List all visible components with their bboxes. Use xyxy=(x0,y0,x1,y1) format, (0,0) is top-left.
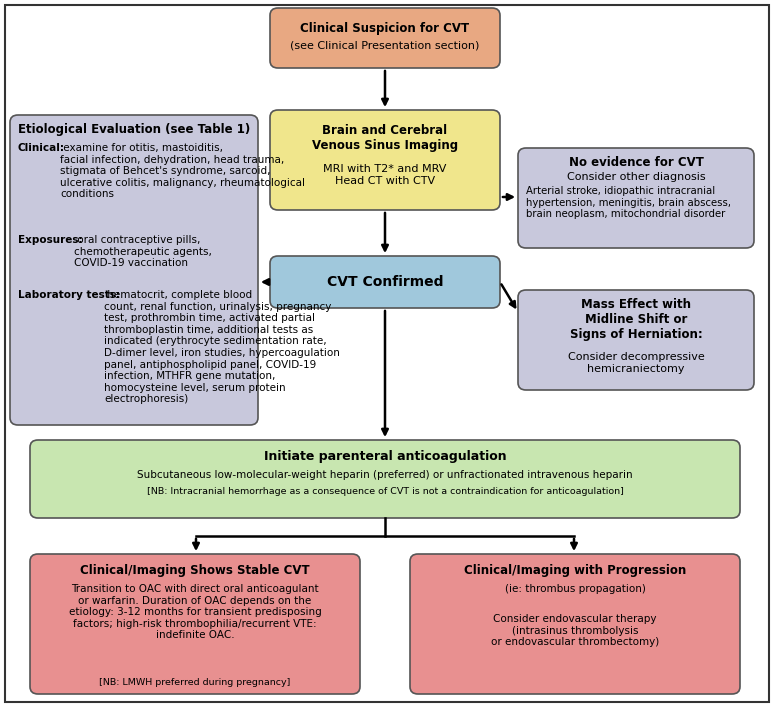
FancyBboxPatch shape xyxy=(270,110,500,210)
Text: (see Clinical Presentation section): (see Clinical Presentation section) xyxy=(290,40,480,50)
Text: [NB: LMWH preferred during pregnancy]: [NB: LMWH preferred during pregnancy] xyxy=(99,678,291,687)
Text: [NB: Intracranial hemorrhage as a consequence of CVT is not a contraindication f: [NB: Intracranial hemorrhage as a conseq… xyxy=(146,487,623,496)
Text: (ie: thrombus propagation): (ie: thrombus propagation) xyxy=(505,584,646,594)
Text: Etiological Evaluation (see Table 1): Etiological Evaluation (see Table 1) xyxy=(18,123,250,136)
FancyBboxPatch shape xyxy=(270,8,500,68)
Text: Clinical/Imaging with Progression: Clinical/Imaging with Progression xyxy=(464,564,686,577)
Text: Clinical/Imaging Shows Stable CVT: Clinical/Imaging Shows Stable CVT xyxy=(80,564,310,577)
Text: Consider decompressive
hemicraniectomy: Consider decompressive hemicraniectomy xyxy=(567,352,704,373)
Text: Consider other diagnosis: Consider other diagnosis xyxy=(567,172,705,182)
FancyBboxPatch shape xyxy=(30,440,740,518)
Text: Clinical Suspicion for CVT: Clinical Suspicion for CVT xyxy=(300,22,470,35)
Text: CVT Confirmed: CVT Confirmed xyxy=(327,275,444,289)
Text: examine for otitis, mastoiditis,
facial infection, dehydration, head trauma,
sti: examine for otitis, mastoiditis, facial … xyxy=(60,143,305,199)
FancyBboxPatch shape xyxy=(518,148,754,248)
Text: No evidence for CVT: No evidence for CVT xyxy=(569,156,704,169)
Text: Initiate parenteral anticoagulation: Initiate parenteral anticoagulation xyxy=(264,450,506,463)
FancyBboxPatch shape xyxy=(270,256,500,308)
Text: Laboratory tests:: Laboratory tests: xyxy=(18,290,120,300)
FancyBboxPatch shape xyxy=(410,554,740,694)
Text: Consider endovascular therapy
(intrasinus thrombolysis
or endovascular thrombect: Consider endovascular therapy (intrasinu… xyxy=(491,614,659,647)
Text: Transition to OAC with direct oral anticoagulant
or warfarin. Duration of OAC de: Transition to OAC with direct oral antic… xyxy=(69,584,321,641)
Text: Brain and Cerebral
Venous Sinus Imaging: Brain and Cerebral Venous Sinus Imaging xyxy=(312,124,458,152)
FancyBboxPatch shape xyxy=(30,554,360,694)
Text: Arterial stroke, idiopathic intracranial
hypertension, meningitis, brain abscess: Arterial stroke, idiopathic intracranial… xyxy=(526,186,731,219)
FancyBboxPatch shape xyxy=(10,115,258,425)
Text: Exposures:: Exposures: xyxy=(18,235,83,245)
Text: oral contraceptive pills,
chemotherapeutic agents,
COVID-19 vaccination: oral contraceptive pills, chemotherapeut… xyxy=(74,235,212,268)
Text: MRI with T2* and MRV
Head CT with CTV: MRI with T2* and MRV Head CT with CTV xyxy=(324,164,447,186)
Text: Subcutaneous low-molecular-weight heparin (preferred) or unfractionated intraven: Subcutaneous low-molecular-weight hepari… xyxy=(137,470,633,480)
FancyBboxPatch shape xyxy=(518,290,754,390)
Text: hematocrit, complete blood
count, renal function, urinalysis, pregnancy
test, pr: hematocrit, complete blood count, renal … xyxy=(104,290,340,404)
Text: Mass Effect with
Midline Shift or
Signs of Herniation:: Mass Effect with Midline Shift or Signs … xyxy=(570,298,702,341)
Text: Clinical:: Clinical: xyxy=(18,143,65,153)
